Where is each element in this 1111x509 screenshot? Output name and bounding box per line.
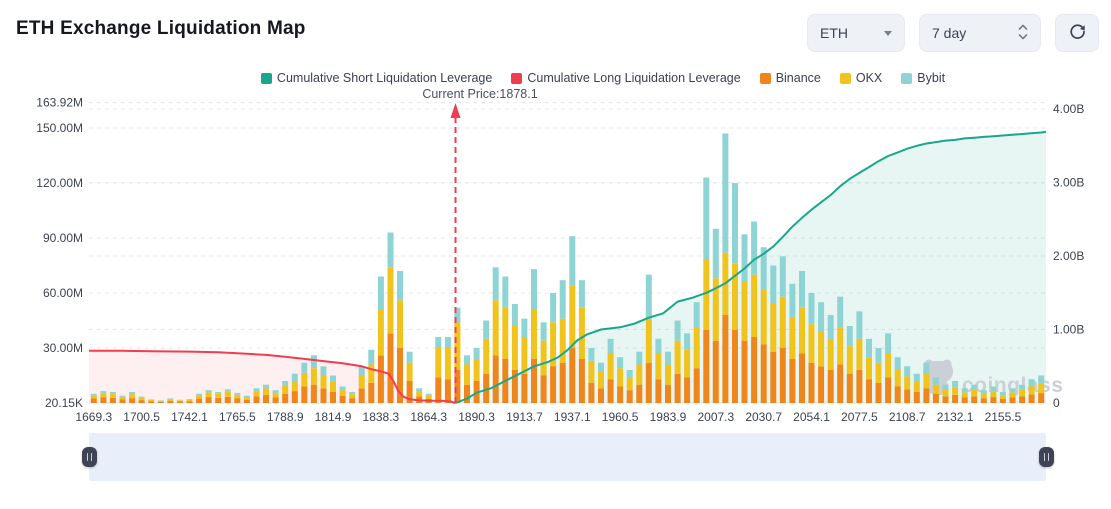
axis-tick-label: 3.00B (1053, 176, 1084, 190)
symbol-select[interactable]: ETH (807, 14, 905, 52)
page-title: ETH Exchange Liquidation Map (16, 18, 306, 39)
legend-item-0[interactable]: Cumulative Short Liquidation Leverage (260, 71, 493, 85)
cumulative-areas (89, 131, 1046, 404)
zoom-slider-right-handle[interactable] (1039, 447, 1054, 467)
axis-tick-label: 120.00M (36, 176, 83, 190)
legend-item-1[interactable]: Cumulative Long Liquidation Leverage (511, 71, 741, 85)
chart-legend: Cumulative Short Liquidation Leverage Cum… (0, 71, 1111, 85)
legend-swatch-icon (839, 72, 851, 84)
axis-tick-label: 2.00B (1053, 249, 1084, 263)
refresh-button[interactable] (1055, 14, 1099, 52)
axis-tick-label: 1937.1 (554, 410, 591, 424)
legend-item-label: Binance (775, 71, 821, 85)
axis-tick-label: 2132.1 (937, 410, 974, 424)
axis-tick-label: 1788.9 (267, 410, 304, 424)
axis-tick-label: 163.92M (36, 95, 83, 109)
current-price-label: Current Price:1878.1 (422, 87, 538, 101)
legend-swatch-icon (901, 72, 913, 84)
legend-item-label: Cumulative Short Liquidation Leverage (276, 71, 493, 85)
axis-tick-label: 1700.5 (123, 410, 160, 424)
zoom-slider-left-handle[interactable] (82, 447, 97, 467)
legend-item-4[interactable]: Bybit (901, 71, 945, 85)
axis-tick-label: 1960.5 (602, 410, 639, 424)
axis-tick-label: 2054.1 (793, 410, 830, 424)
caret-down-icon (884, 30, 892, 36)
axis-tick-label: 30.00M (43, 341, 83, 355)
axis-tick-label: 2007.3 (697, 410, 734, 424)
axis-tick-label: 1814.9 (315, 410, 352, 424)
axis-tick-label: 90.00M (43, 231, 83, 245)
bars-okx (90, 252, 1045, 402)
axis-tick-label: 1765.5 (219, 410, 256, 424)
axis-tick-label: 0 (1053, 396, 1060, 410)
bars-bybit (90, 133, 1045, 401)
axis-tick-label: 1864.3 (410, 410, 447, 424)
axis-tick-label: 1913.7 (506, 410, 543, 424)
axis-tick-label: 1890.3 (458, 410, 495, 424)
watermark-text: coinglass (962, 374, 1063, 397)
bars-binance (90, 315, 1045, 404)
axis-tick-label: 2155.5 (985, 410, 1022, 424)
period-select[interactable]: 7 day (919, 14, 1041, 52)
line-long (89, 349, 456, 404)
axis-tick-label: 20.15K (45, 396, 83, 410)
legend-swatch-icon (759, 72, 771, 84)
zoom-slider-track[interactable] (89, 433, 1046, 481)
chevrons-up-down-icon (1018, 23, 1028, 44)
axis-tick-label: 2077.5 (841, 410, 878, 424)
axis-labels: 163.92M 150.00M 120.00M 90.00M 60.00M 30.00M 2… (36, 95, 1084, 424)
axis-tick-label: 60.00M (43, 286, 83, 300)
legend-item-label: Cumulative Long Liquidation Leverage (527, 71, 741, 85)
legend-swatch-icon (260, 72, 272, 84)
axis-tick-label: 1983.9 (650, 410, 687, 424)
legend-item-label: OKX (855, 71, 883, 85)
line-short (455, 130, 1047, 404)
period-select-value: 7 day (932, 25, 967, 41)
legend-item-label: Bybit (917, 71, 946, 85)
legend-swatch-icon (511, 72, 523, 84)
symbol-select-value: ETH (820, 25, 848, 41)
chart-controls: ETH 7 day (807, 14, 1099, 52)
legend-item-3[interactable]: OKX (839, 71, 883, 85)
refresh-icon (1068, 22, 1087, 44)
axis-tick-label: 150.00M (36, 121, 83, 135)
legend-item-2[interactable]: Binance (759, 71, 821, 85)
axis-tick-label: 1.00B (1053, 323, 1084, 337)
axis-tick-label: 1838.3 (363, 410, 400, 424)
current-price-marker (450, 103, 461, 403)
axis-tick-label: 2108.7 (889, 410, 926, 424)
axis-tick-label: 1669.3 (75, 410, 112, 424)
axis-tick-label: 2030.7 (745, 410, 782, 424)
axis-tick-label: 1742.1 (171, 410, 208, 424)
axis-tick-label: 4.00B (1053, 102, 1084, 116)
